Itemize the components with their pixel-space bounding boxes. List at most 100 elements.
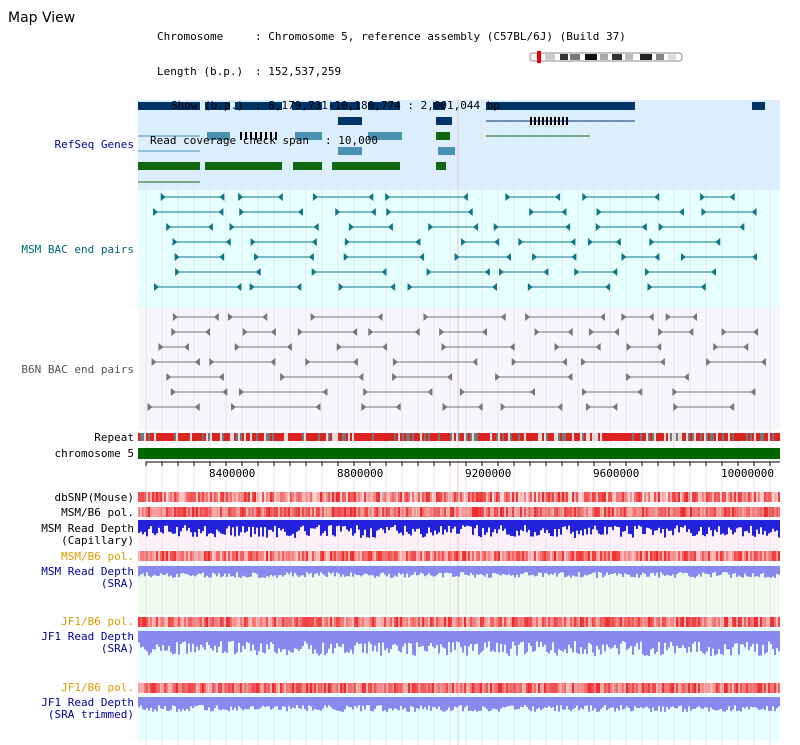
gene-exon — [538, 117, 540, 125]
polymorphism-bin — [312, 683, 314, 693]
repeat-block — [638, 433, 640, 441]
polymorphism-bin — [246, 683, 248, 693]
bac-end-marker — [621, 313, 627, 321]
polymorphism-bin — [760, 492, 762, 502]
polymorphism-bin — [506, 507, 508, 517]
read-depth-bin — [664, 697, 666, 712]
bac-end-marker — [174, 253, 180, 261]
read-depth-bin — [664, 566, 666, 576]
repeat-block — [158, 433, 160, 441]
polymorphism-bin — [704, 683, 706, 693]
polymorphism-bin — [662, 617, 664, 627]
polymorphism-bin — [422, 551, 424, 561]
track-label-jf1-b6-pol-1[interactable]: JF1/B6 pol. — [61, 615, 134, 628]
polymorphism-bin — [682, 507, 684, 517]
polymorphism-bin — [158, 683, 160, 693]
polymorphism-bin — [618, 683, 620, 693]
polymorphism-bin — [180, 683, 182, 693]
repeat-block — [564, 433, 566, 441]
track-label-refseq[interactable]: RefSeq Genes — [54, 138, 134, 151]
repeat-block — [776, 433, 778, 441]
polymorphism-bin — [752, 492, 754, 502]
repeat-block — [160, 433, 162, 441]
read-depth-bin — [662, 697, 664, 707]
read-depth-bin — [210, 566, 212, 578]
track-label-msm-b6-pol-1[interactable]: MSM/B6 pol. — [61, 506, 134, 519]
read-depth-bin — [150, 697, 152, 708]
polymorphism-bin — [620, 551, 622, 561]
polymorphism-bin — [502, 683, 504, 693]
read-depth-bin — [466, 520, 468, 526]
repeat-block — [492, 433, 494, 441]
polymorphism-bin — [394, 683, 396, 693]
polymorphism-bin — [556, 492, 558, 502]
track-label-msm-bac[interactable]: MSM BAC end pairs — [21, 243, 134, 256]
polymorphism-bin — [202, 683, 204, 693]
read-depth-bin — [332, 566, 334, 573]
polymorphism-bin — [426, 683, 428, 693]
read-depth-bin — [152, 631, 154, 650]
polymorphism-bin — [620, 507, 622, 517]
polymorphism-bin — [448, 551, 450, 561]
gene-exon — [235, 102, 282, 110]
polymorphism-bin — [566, 683, 568, 693]
read-depth-bin — [200, 697, 202, 706]
read-depth-bin — [474, 566, 476, 578]
polymorphism-bin — [558, 683, 560, 693]
track-label-jf1-depth-sra[interactable]: JF1 Read Depth — [41, 630, 134, 643]
read-depth-bin — [300, 697, 302, 710]
polymorphism-bin — [684, 492, 686, 502]
polymorphism-bin — [566, 492, 568, 502]
track-label-chromosome[interactable]: chromosome 5 — [54, 447, 134, 460]
polymorphism-bin — [438, 507, 440, 517]
read-depth-bin — [392, 631, 394, 645]
track-label-jf1-depth-trim[interactable]: JF1 Read Depth — [41, 696, 134, 709]
polymorphism-bin — [402, 683, 404, 693]
polymorphism-bin — [196, 507, 198, 517]
polymorphism-bin — [516, 683, 518, 693]
bac-end-marker — [297, 208, 303, 216]
read-depth-bin — [628, 520, 630, 534]
polymorphism-bin — [410, 492, 412, 502]
repeat-block — [534, 433, 536, 441]
track-label-repeat[interactable]: Repeat — [94, 431, 134, 444]
read-depth-bin — [162, 631, 164, 645]
polymorphism-bin — [646, 551, 648, 561]
track-label-b6n-bac[interactable]: B6N BAC end pairs — [21, 363, 134, 376]
track-label-msm-depth-cap[interactable]: MSM Read Depth — [41, 522, 134, 535]
read-depth-bin — [520, 520, 522, 530]
read-depth-bin — [598, 697, 600, 712]
polymorphism-bin — [428, 617, 430, 627]
read-depth-bin — [522, 566, 524, 574]
read-depth-bin — [242, 697, 244, 711]
track-label-dbsnp[interactable]: dbSNP(Mouse) — [54, 491, 134, 504]
polymorphism-bin — [774, 492, 776, 502]
polymorphism-bin — [482, 551, 484, 561]
read-depth-bin — [752, 520, 754, 536]
bac-end-marker — [239, 208, 245, 216]
polymorphism-bin — [222, 507, 224, 517]
polymorphism-bin — [478, 617, 480, 627]
track-label-jf1-b6-pol-2[interactable]: JF1/B6 pol. — [61, 681, 134, 694]
polymorphism-bin — [408, 507, 410, 517]
read-depth-bin — [422, 697, 424, 710]
ideogram-band — [656, 54, 664, 60]
polymorphism-bin — [708, 507, 710, 517]
polymorphism-bin — [286, 617, 288, 627]
read-depth-bin — [402, 566, 404, 574]
polymorphism-bin — [496, 492, 498, 502]
read-depth-bin — [430, 520, 432, 533]
polymorphism-bin — [296, 683, 298, 693]
polymorphism-bin — [520, 617, 522, 627]
polymorphism-bin — [490, 551, 492, 561]
polymorphism-bin — [288, 507, 290, 517]
polymorphism-bin — [468, 492, 470, 502]
track-label-msm-b6-pol-2[interactable]: MSM/B6 pol. — [61, 550, 134, 563]
track-label-msm-depth-sra[interactable]: MSM Read Depth — [41, 565, 134, 578]
polymorphism-bin — [298, 507, 300, 517]
repeat-block — [728, 433, 730, 441]
read-depth-bin — [568, 631, 570, 645]
polymorphism-bin — [476, 507, 478, 517]
polymorphism-bin — [538, 492, 540, 502]
